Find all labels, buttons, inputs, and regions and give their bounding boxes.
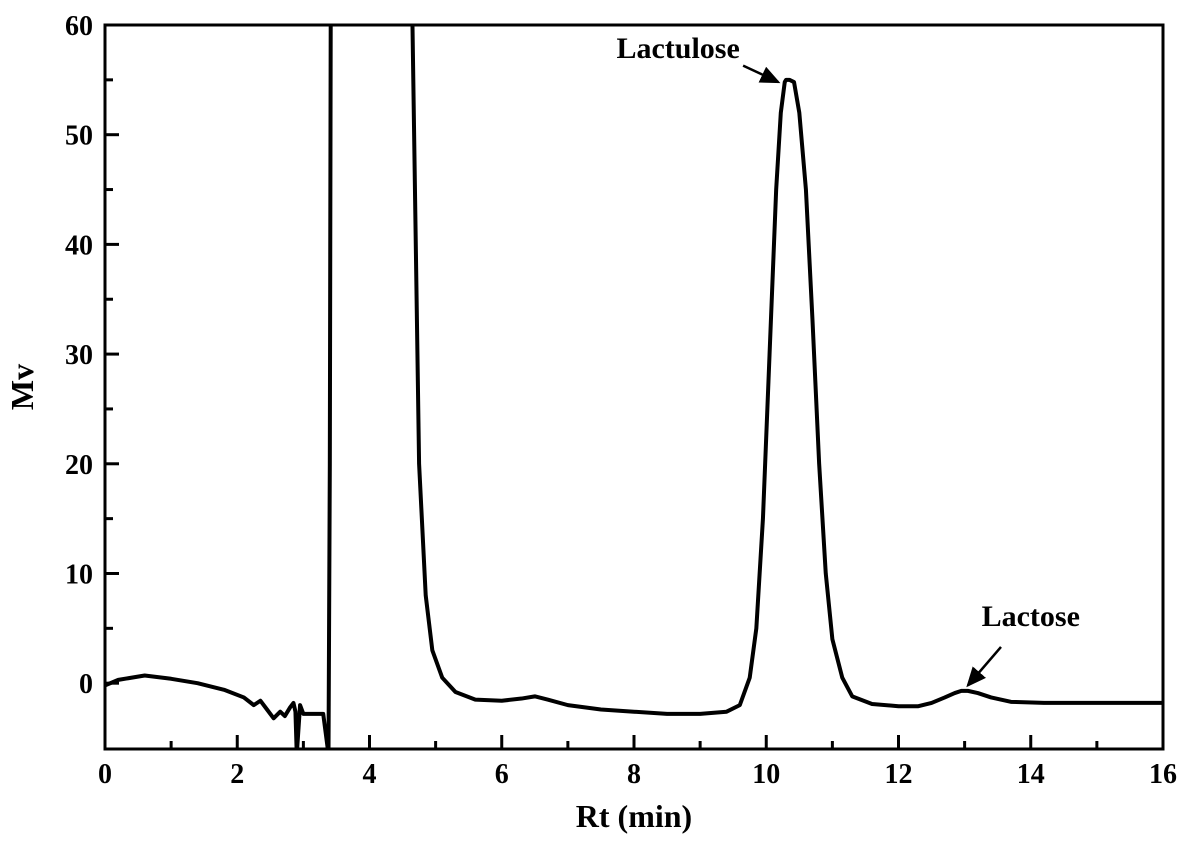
svg-text:20: 20 xyxy=(65,450,93,481)
svg-text:50: 50 xyxy=(65,121,93,152)
svg-text:Lactulose: Lactulose xyxy=(616,32,739,65)
chart-svg: 0 2 4 6 8 10 12 14 16 0 10 20 30 40 50 60 Rt (min) Mv Lact… xyxy=(0,0,1193,849)
svg-text:30: 30 xyxy=(65,340,93,371)
svg-text:16: 16 xyxy=(1149,759,1177,790)
svg-text:Lactose: Lactose xyxy=(982,600,1080,633)
svg-text:10: 10 xyxy=(752,759,780,790)
x-axis-label: Rt (min) xyxy=(576,798,692,834)
svg-text:8: 8 xyxy=(627,759,641,790)
svg-text:2: 2 xyxy=(230,759,244,790)
svg-text:10: 10 xyxy=(65,559,93,590)
svg-text:60: 60 xyxy=(65,11,93,42)
svg-text:6: 6 xyxy=(495,759,509,790)
y-axis-label: Mv xyxy=(4,364,40,410)
svg-text:14: 14 xyxy=(1017,759,1045,790)
svg-text:40: 40 xyxy=(65,230,93,261)
svg-text:0: 0 xyxy=(98,759,112,790)
svg-text:12: 12 xyxy=(885,759,913,790)
svg-text:4: 4 xyxy=(363,759,377,790)
chromatogram-chart: 0 2 4 6 8 10 12 14 16 0 10 20 30 40 50 60 Rt (min) Mv Lact… xyxy=(0,0,1193,849)
svg-text:0: 0 xyxy=(79,669,93,700)
